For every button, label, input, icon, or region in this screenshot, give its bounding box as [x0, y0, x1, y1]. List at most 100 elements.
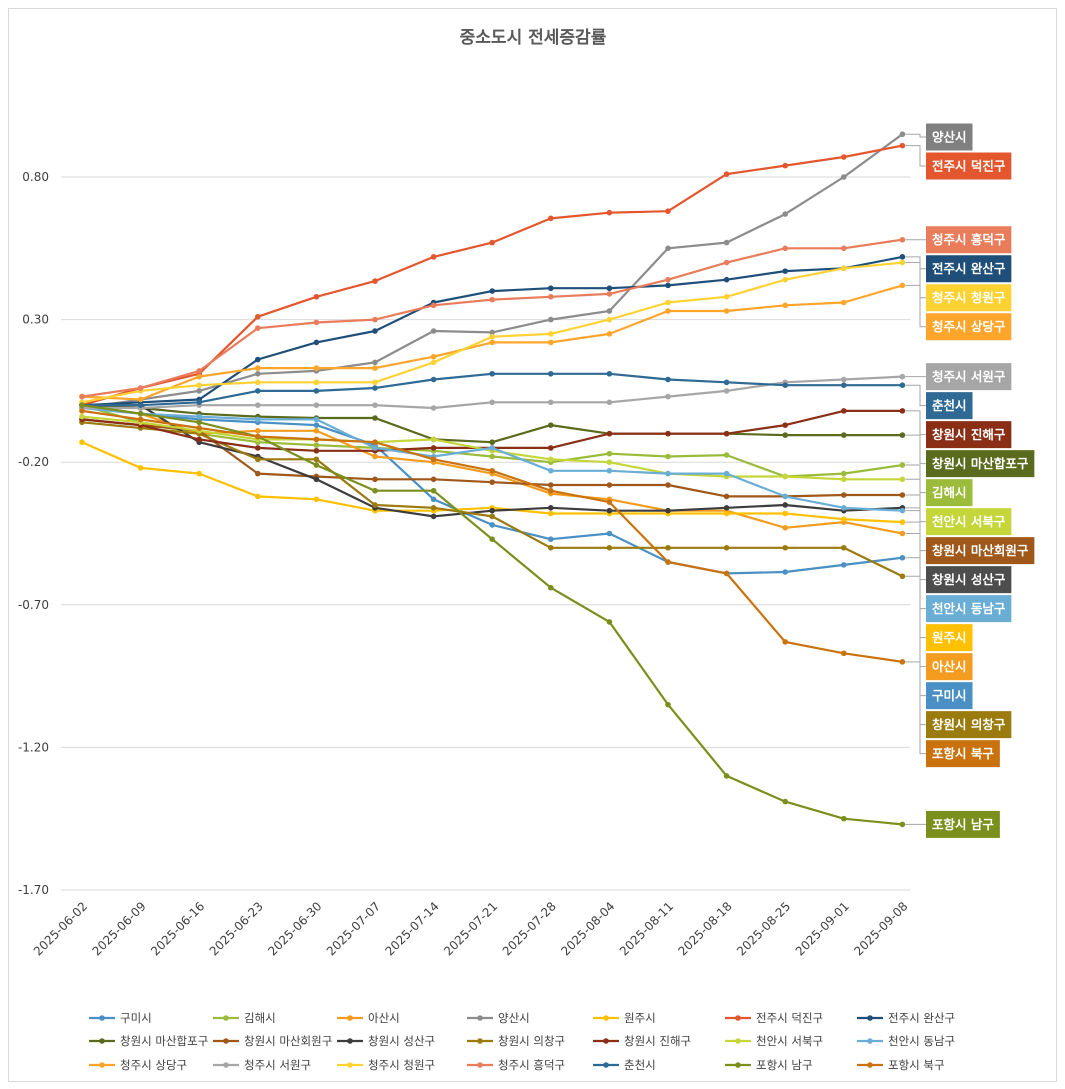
data-point — [782, 639, 788, 645]
data-point — [782, 510, 788, 517]
data-point — [548, 285, 554, 292]
legend-marker — [603, 1038, 609, 1044]
series-원주시 — [79, 439, 906, 525]
callout-box — [926, 421, 1012, 449]
data-point — [665, 393, 671, 400]
data-point — [606, 530, 613, 537]
data-point — [841, 470, 847, 477]
x-tick-label: 2025-09-01 — [793, 899, 852, 958]
data-point — [841, 245, 847, 252]
data-point — [782, 502, 788, 508]
data-point — [723, 470, 730, 477]
data-point — [665, 245, 671, 252]
data-point — [430, 436, 437, 443]
data-point — [430, 254, 437, 260]
y-tick-label: -0.20 — [18, 455, 49, 469]
legend-item: 전주시 덕진구 — [725, 1011, 823, 1025]
callout-label: 천안시 서북구 — [932, 514, 1006, 529]
legend-item: 천안시 동남구 — [857, 1034, 955, 1048]
data-point — [899, 507, 906, 514]
callout-label: 창원시 마산회원구 — [932, 543, 1029, 558]
callout-label: 청주시 흥덕구 — [932, 232, 1006, 247]
data-point — [899, 432, 906, 438]
data-point — [723, 493, 730, 500]
callout-box — [926, 255, 1012, 283]
data-point — [723, 388, 730, 394]
legend-label: 창원시 진해구 — [624, 1034, 691, 1048]
data-point — [489, 399, 496, 406]
data-point — [606, 450, 613, 457]
data-point — [899, 131, 906, 138]
callout-label: 포항시 북구 — [932, 746, 994, 761]
legend-label: 창원시 의창구 — [498, 1034, 565, 1048]
data-point — [489, 339, 496, 346]
series-lines — [79, 131, 906, 828]
data-point — [255, 456, 261, 463]
data-point — [606, 507, 613, 514]
legend-marker — [867, 1038, 873, 1044]
legend-marker — [735, 1062, 741, 1068]
callout-leader-line — [905, 557, 926, 697]
data-point — [606, 430, 613, 437]
data-point — [665, 376, 671, 383]
data-point — [137, 402, 144, 408]
data-point — [489, 329, 496, 336]
chart-title: 중소도시 전세증감률 — [460, 28, 607, 48]
data-point — [548, 293, 554, 300]
data-point — [723, 308, 730, 314]
callout-전주시 완산구: 전주시 완산구 — [926, 255, 1012, 283]
data-point — [548, 370, 554, 377]
data-point — [723, 239, 730, 246]
data-point — [372, 365, 378, 371]
data-point — [313, 476, 320, 483]
legend-marker — [735, 1038, 741, 1044]
legend-marker — [477, 1062, 483, 1068]
data-point — [899, 382, 906, 388]
data-point — [723, 276, 730, 283]
data-point — [606, 209, 613, 216]
data-point — [841, 174, 847, 180]
data-point — [313, 422, 320, 428]
callout-label: 포항시 남구 — [932, 817, 994, 832]
y-tick-label: -1.70 — [18, 883, 49, 897]
callout-box — [926, 624, 973, 652]
legend-marker — [99, 1015, 105, 1021]
data-point — [548, 399, 554, 406]
callout-label: 청주시 상당구 — [932, 319, 1006, 334]
legend-label: 포항시 북구 — [888, 1058, 945, 1072]
data-point — [723, 430, 730, 437]
data-point — [313, 447, 320, 454]
x-tick-label: 2025-08-11 — [617, 899, 676, 958]
data-point — [489, 467, 496, 474]
data-point — [899, 259, 906, 266]
data-point — [489, 439, 496, 446]
data-point — [548, 544, 554, 551]
data-point — [255, 433, 261, 440]
data-point — [196, 425, 202, 431]
callout-box — [926, 226, 1012, 254]
callout-box — [926, 152, 1012, 180]
callout-box — [926, 450, 1035, 478]
callout-box — [926, 313, 1012, 341]
data-point — [665, 276, 671, 283]
data-point — [313, 456, 320, 463]
data-point — [430, 496, 437, 503]
data-point — [489, 479, 496, 485]
callout-천안시 동남구: 천안시 동남구 — [926, 595, 1012, 623]
data-point — [255, 428, 261, 434]
data-point — [255, 370, 261, 377]
series-line — [82, 404, 903, 518]
legend-marker — [223, 1038, 229, 1044]
data-point — [841, 265, 847, 272]
data-point — [196, 470, 202, 477]
data-point — [313, 388, 320, 394]
data-point — [606, 619, 613, 625]
data-point — [723, 452, 730, 458]
x-tick-label: 2025-08-25 — [734, 899, 793, 958]
data-point — [606, 285, 613, 292]
data-point — [606, 482, 613, 488]
legend-label: 청주시 흥덕구 — [498, 1058, 565, 1072]
data-point — [313, 442, 320, 448]
legend-marker — [99, 1062, 105, 1068]
legend-marker — [477, 1038, 483, 1044]
